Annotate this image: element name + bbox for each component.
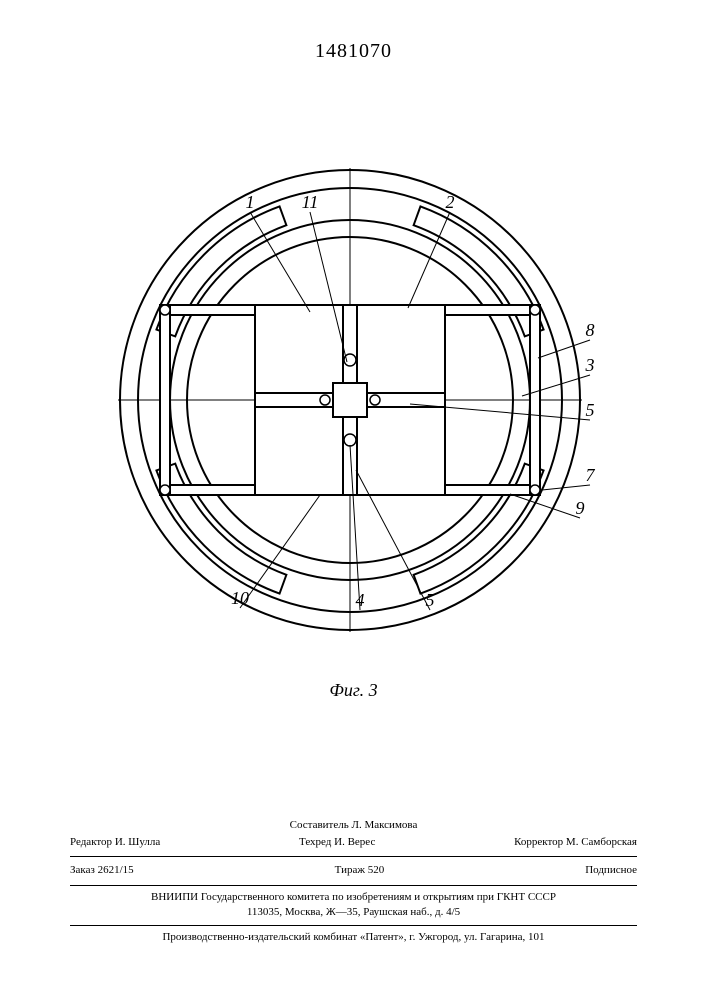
mechanical-diagram-svg: 1112835791045 bbox=[90, 140, 610, 660]
svg-text:9: 9 bbox=[576, 498, 585, 518]
credits-row: Редактор И. Шулла Техред И. Верес Коррек… bbox=[70, 833, 637, 852]
patent-number: 1481070 bbox=[0, 40, 707, 63]
svg-text:4: 4 bbox=[356, 590, 365, 610]
svg-text:10: 10 bbox=[231, 588, 249, 608]
order-row: Заказ 2621/15 Тираж 520 Подписное bbox=[70, 861, 637, 880]
production-line: Производственно-издательский комбинат «П… bbox=[70, 930, 637, 945]
patent-page: 1481070 1112835791045 Фиг. 3 Составитель… bbox=[0, 0, 707, 1000]
svg-text:2: 2 bbox=[446, 192, 455, 212]
compiler-line: Составитель Л. Максимова bbox=[70, 818, 637, 833]
svg-text:5: 5 bbox=[586, 400, 595, 420]
svg-text:8: 8 bbox=[586, 320, 595, 340]
svg-text:3: 3 bbox=[585, 355, 595, 375]
svg-text:5: 5 bbox=[426, 590, 435, 610]
svg-text:11: 11 bbox=[302, 192, 319, 212]
address-line: 113035, Москва, Ж—35, Раушская наб., д. … bbox=[70, 905, 637, 920]
org-line: ВНИИПИ Государственного комитета по изоб… bbox=[70, 890, 637, 905]
svg-text:7: 7 bbox=[586, 465, 596, 485]
figure-3: 1112835791045 bbox=[90, 140, 610, 660]
svg-text:1: 1 bbox=[246, 192, 255, 212]
imprint-footer: Составитель Л. Максимова Редактор И. Шул… bbox=[70, 818, 637, 945]
figure-caption: Фиг. 3 bbox=[0, 680, 707, 701]
